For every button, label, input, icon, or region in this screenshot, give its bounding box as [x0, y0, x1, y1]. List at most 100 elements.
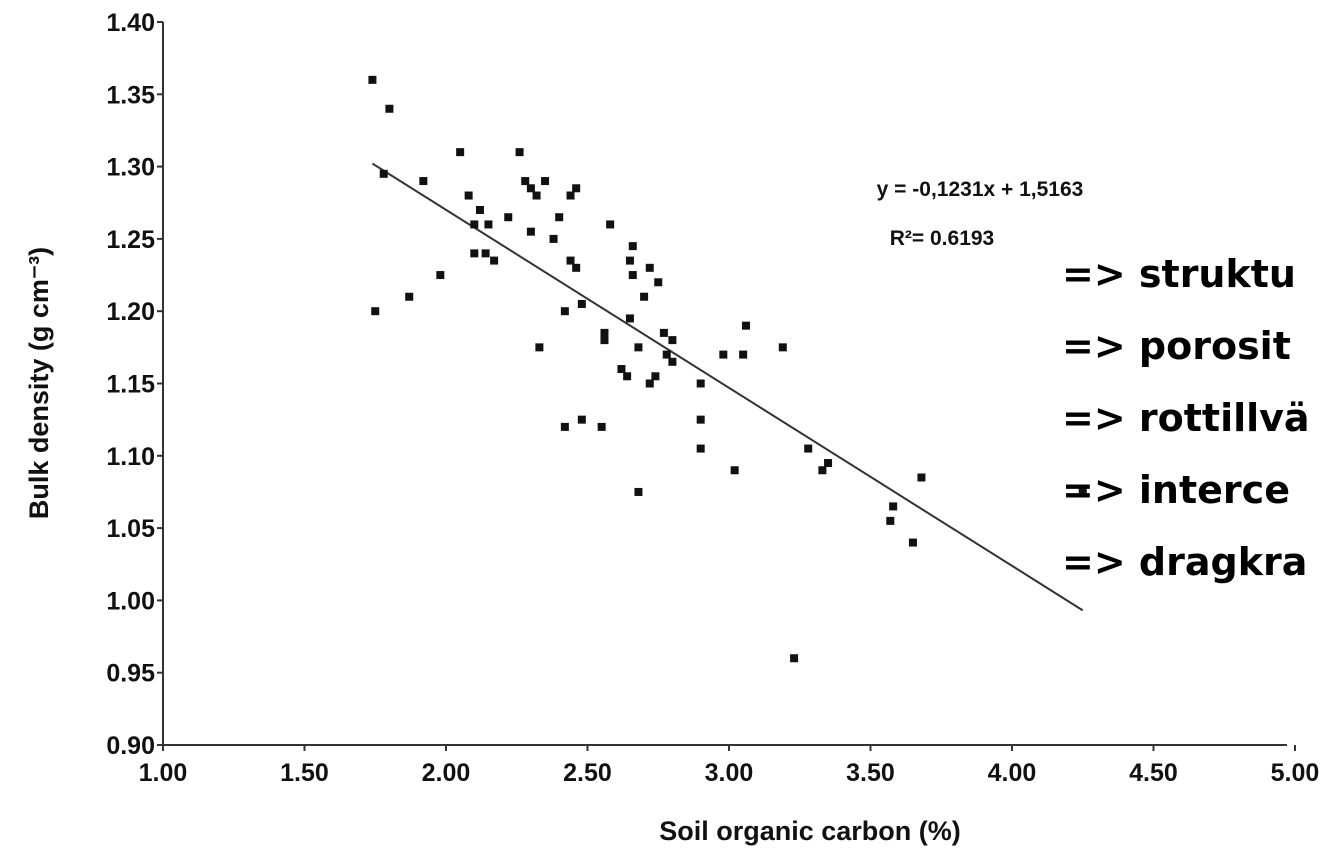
- point: [600, 336, 609, 345]
- point: [628, 271, 637, 280]
- point: [659, 328, 668, 337]
- x-axis-label: Soil organic carbon (%): [659, 816, 961, 846]
- point: [824, 459, 833, 468]
- y-axis-label: Bulk density (g cm⁻³): [24, 247, 54, 519]
- point: [405, 292, 414, 301]
- point: [566, 256, 575, 265]
- side-note: => rottillvä: [1062, 396, 1310, 440]
- r-squared: R²= 0.6193: [890, 227, 995, 250]
- point: [606, 220, 615, 229]
- x-tick-label: 5.00: [1271, 759, 1320, 787]
- point: [654, 278, 663, 287]
- point: [908, 538, 917, 547]
- point: [730, 466, 739, 475]
- x-tick-label: 2.00: [422, 759, 471, 787]
- point: [634, 487, 643, 496]
- x-tick-label: 2.50: [563, 759, 612, 787]
- point: [490, 256, 499, 265]
- trend-equation: y = -0,1231x + 1,5163: [877, 178, 1084, 201]
- y-tick-label: 1.40: [106, 9, 155, 37]
- y-tick-label: 1.30: [106, 154, 155, 182]
- point: [662, 350, 671, 359]
- point: [668, 357, 677, 366]
- point: [532, 191, 541, 200]
- point: [645, 263, 654, 272]
- point: [804, 444, 813, 453]
- trend-line: [371, 162, 1084, 612]
- x-tick-label: 3.00: [705, 759, 754, 787]
- point: [600, 328, 609, 337]
- point: [634, 343, 643, 352]
- point: [484, 220, 493, 229]
- y-tick-label: 1.20: [106, 298, 155, 326]
- point: [577, 415, 586, 424]
- point: [778, 343, 787, 352]
- point: [419, 177, 428, 186]
- x-tick-label: 3.50: [846, 759, 895, 787]
- point: [640, 292, 649, 301]
- y-tick-label: 1.15: [106, 371, 155, 399]
- y-tick-label: 1.35: [106, 81, 155, 109]
- point: [645, 379, 654, 388]
- point: [790, 654, 799, 663]
- point: [1078, 487, 1087, 496]
- point: [668, 336, 677, 345]
- point: [555, 213, 564, 222]
- point: [886, 516, 895, 525]
- point: [549, 234, 558, 243]
- point: [696, 379, 705, 388]
- point: [628, 242, 637, 251]
- point: [696, 415, 705, 424]
- point: [368, 75, 377, 84]
- point: [560, 422, 569, 431]
- point: [818, 466, 827, 475]
- point: [572, 263, 581, 272]
- point: [371, 307, 380, 316]
- y-tick-label: 1.10: [106, 443, 155, 471]
- x-tick-label: 4.50: [1129, 759, 1178, 787]
- point: [535, 343, 544, 352]
- point: [475, 205, 484, 214]
- point: [566, 191, 575, 200]
- y-tick-label: 0.95: [106, 660, 155, 688]
- point: [470, 249, 479, 258]
- y-tick-label: 1.05: [106, 515, 155, 543]
- point: [572, 184, 581, 193]
- point: [651, 372, 660, 381]
- side-note: => interce: [1062, 468, 1290, 512]
- point: [504, 213, 513, 222]
- side-note: => struktu: [1062, 252, 1296, 296]
- point: [625, 314, 634, 323]
- point: [597, 422, 606, 431]
- point: [696, 444, 705, 453]
- point: [739, 350, 748, 359]
- point: [385, 104, 394, 113]
- point: [464, 191, 473, 200]
- point: [623, 372, 632, 381]
- point: [526, 227, 535, 236]
- point: [481, 249, 490, 258]
- point: [456, 148, 465, 157]
- point: [526, 184, 535, 193]
- y-tick-label: 1.00: [106, 587, 155, 615]
- side-note: => dragkra: [1062, 540, 1307, 584]
- point: [741, 321, 750, 330]
- point: [379, 169, 388, 178]
- y-tick-label: 1.25: [106, 226, 155, 254]
- side-note: => porosit: [1062, 324, 1291, 368]
- point: [521, 177, 530, 186]
- point: [917, 473, 926, 482]
- point: [577, 299, 586, 308]
- x-tick-label: 1.50: [280, 759, 329, 787]
- x-tick-label: 4.00: [988, 759, 1037, 787]
- point: [625, 256, 634, 265]
- point: [470, 220, 479, 229]
- x-tick-label: 1.00: [139, 759, 188, 787]
- point: [436, 271, 445, 280]
- point: [719, 350, 728, 359]
- point: [560, 307, 569, 316]
- point: [617, 365, 626, 374]
- point: [541, 177, 550, 186]
